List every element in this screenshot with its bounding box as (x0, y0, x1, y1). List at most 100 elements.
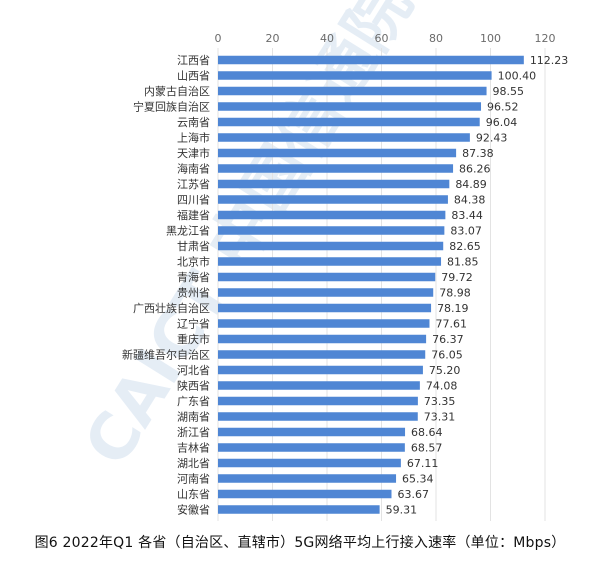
value-label: 112.23 (530, 54, 569, 67)
bar (218, 164, 454, 173)
value-label: 75.20 (429, 364, 461, 377)
category-label: 海南省 (177, 162, 210, 176)
bar (218, 117, 480, 127)
category-label: 云南省 (177, 116, 210, 129)
value-label: 86.26 (459, 163, 491, 176)
value-label: 84.38 (454, 194, 486, 207)
category-label: 天津市 (177, 146, 210, 160)
bar (218, 458, 401, 468)
category-label: 上海市 (177, 131, 210, 145)
bar (218, 474, 397, 483)
bar (218, 288, 434, 297)
bar (218, 133, 470, 142)
category-label: 江西省 (177, 54, 210, 67)
category-label: 福建省 (177, 208, 210, 222)
value-label: 96.04 (486, 116, 517, 129)
bar (218, 412, 418, 421)
category-label: 四川省 (177, 194, 210, 207)
x-axis-ticks: 0 20 40 60 80 100 120 (215, 32, 556, 45)
value-label: 77.61 (435, 318, 467, 331)
category-label: 浙江省 (177, 426, 210, 439)
x-tick-label: 120 (535, 32, 556, 45)
bars (218, 55, 524, 514)
category-label: 贵州省 (177, 287, 210, 300)
category-label: 广东省 (177, 395, 210, 408)
bar (218, 443, 405, 452)
bar (218, 102, 482, 111)
category-label: 河南省 (177, 473, 210, 486)
category-label: 黑龙江省 (166, 225, 210, 238)
bar (218, 257, 442, 266)
value-label: 78.98 (439, 287, 471, 300)
x-tick-label: 60 (375, 32, 389, 45)
bar (218, 86, 487, 96)
category-label: 重庆市 (177, 332, 210, 346)
category-label: 内蒙古自治区 (144, 84, 210, 98)
value-label: 68.64 (411, 426, 443, 439)
x-tick-label: 20 (266, 32, 280, 45)
bar (218, 319, 430, 328)
value-label: 63.67 (398, 488, 430, 501)
category-label: 湖北省 (177, 457, 210, 470)
value-label: 92.43 (476, 132, 508, 145)
bar (218, 303, 432, 313)
bar (218, 55, 524, 65)
category-label: 山东省 (177, 488, 210, 501)
category-label: 陕西省 (177, 379, 210, 393)
value-label: 73.35 (424, 395, 456, 408)
value-label: 73.31 (424, 411, 456, 424)
bar (218, 210, 446, 220)
category-label: 安徽省 (177, 503, 210, 517)
bar (218, 71, 492, 80)
category-label: 新疆维吾尔自治区 (122, 348, 210, 362)
value-label: 74.08 (426, 380, 458, 393)
bar (218, 365, 423, 375)
x-tick-label: 0 (215, 32, 222, 45)
value-label: 83.44 (451, 209, 483, 222)
value-label: 98.55 (493, 85, 524, 98)
category-label: 青海省 (177, 270, 210, 284)
x-tick-label: 100 (480, 32, 501, 45)
bar (218, 381, 420, 390)
category-label: 山西省 (177, 70, 210, 83)
bar (218, 179, 450, 189)
x-tick-label: 80 (429, 32, 443, 45)
value-label: 81.85 (447, 256, 479, 269)
bar (218, 272, 436, 282)
category-label: 辽宁省 (177, 317, 210, 331)
value-labels: 112.23 100.40 98.55 96.52 96.04 92.43 87.38 86.… (386, 54, 569, 517)
bar (218, 226, 445, 235)
value-label: 84.89 (455, 178, 487, 191)
value-label: 59.31 (386, 504, 418, 517)
category-label: 河北省 (177, 364, 210, 377)
bar (218, 396, 418, 406)
category-labels: 江西省山西省内蒙古自治区宁夏回族自治区云南省上海市天津市海南省江苏省四川省福建省… (122, 54, 210, 517)
category-label: 北京市 (177, 255, 210, 269)
value-label: 78.19 (437, 302, 469, 315)
category-label: 甘肃省 (177, 240, 210, 253)
category-label: 江苏省 (177, 178, 210, 191)
bar (218, 427, 406, 437)
value-label: 100.40 (498, 70, 536, 83)
bar (218, 195, 448, 204)
gridlines (217, 48, 546, 521)
category-label: 湖南省 (177, 411, 210, 424)
category-label: 宁夏回族自治区 (133, 100, 210, 114)
bar-chart: CAICT 中国信通院 0 20 40 60 80 100 120 江西省山西省内蒙古自治区… (71, 0, 569, 521)
value-label: 68.57 (411, 442, 443, 455)
bar (218, 489, 392, 499)
value-label: 82.65 (449, 240, 481, 253)
value-label: 67.11 (407, 457, 439, 470)
category-label: 吉林省 (177, 441, 210, 455)
bar (218, 350, 426, 359)
value-label: 76.05 (431, 349, 463, 362)
bar (218, 505, 380, 514)
value-label: 79.72 (441, 271, 473, 284)
value-label: 87.38 (462, 147, 494, 160)
x-tick-label: 40 (320, 32, 334, 45)
value-label: 96.52 (487, 101, 518, 114)
bar (218, 241, 444, 251)
figure-caption: 图6 2022年Q1 各省（自治区、直辖市）5G网络平均上行接入速率（单位：Mb… (34, 535, 566, 551)
category-label: 广西壮族自治区 (133, 301, 210, 315)
bar (218, 148, 457, 158)
